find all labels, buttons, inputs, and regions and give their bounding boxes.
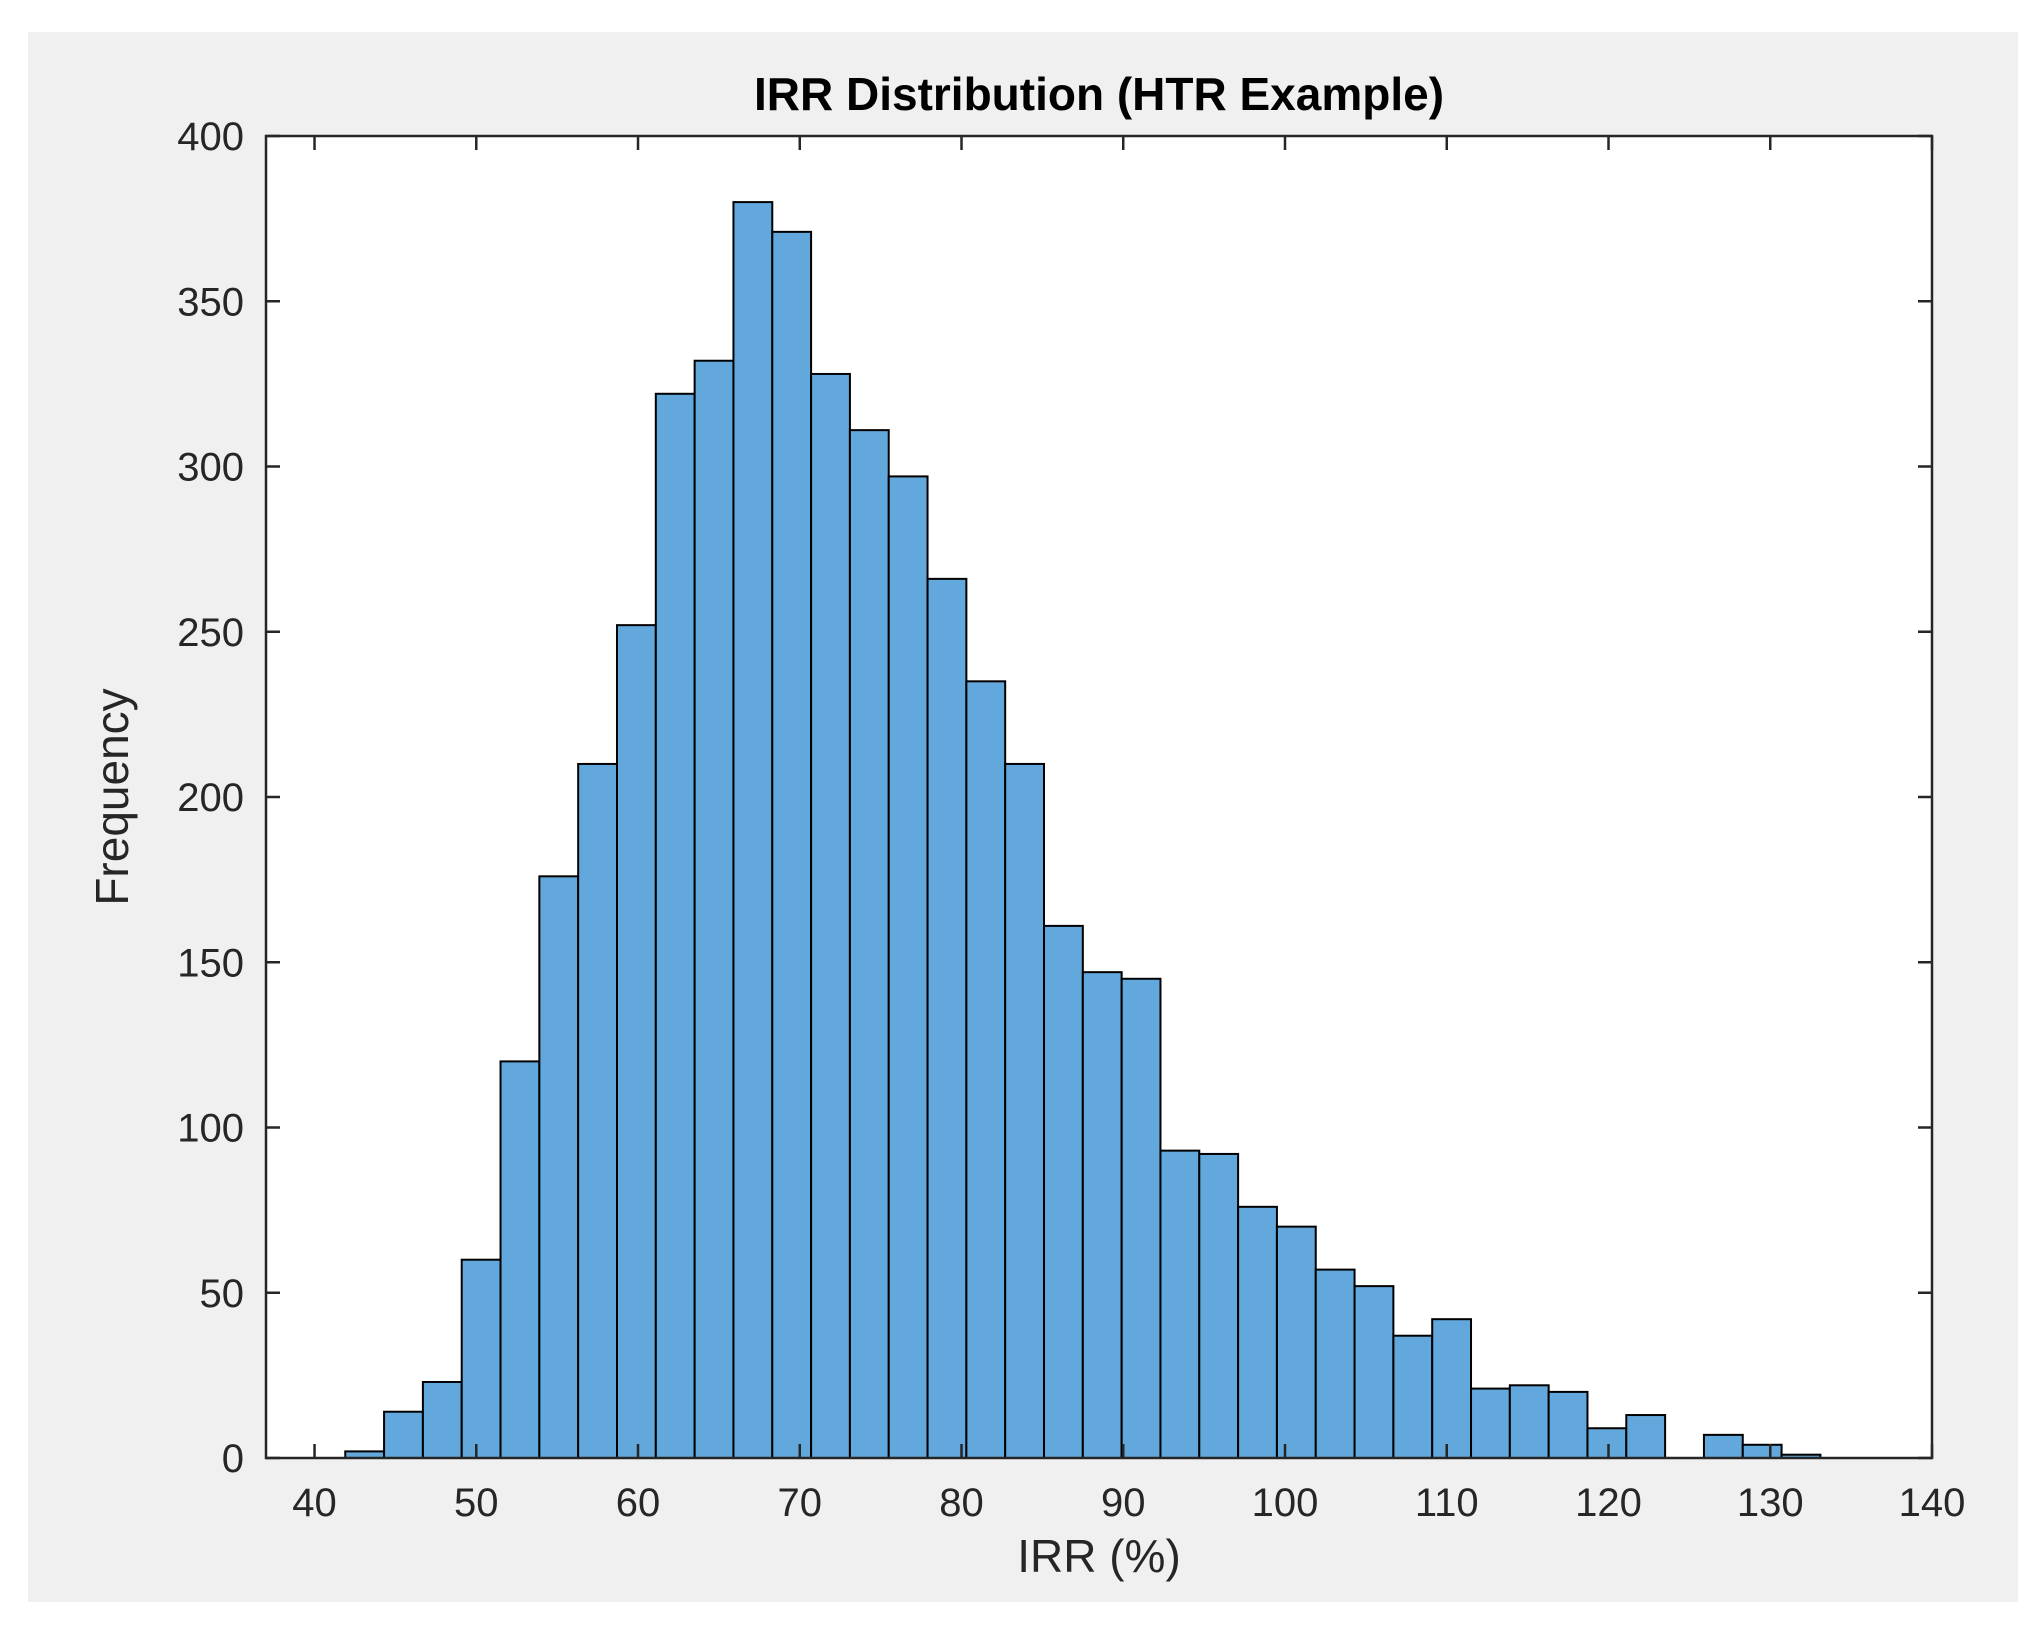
y-tick-label-0: 0 [222,1437,244,1481]
histogram-bar-10 [732,201,774,1460]
histogram-bar-11 [771,230,813,1460]
histogram-bar-7 [615,624,657,1459]
y-tick-labels: 0 50 100 150 200 250 300 350 400 [177,115,244,1481]
x-axis-label: IRR (%) [1017,1530,1181,1582]
chart-title: IRR Distribution (HTR Example) [754,68,1444,120]
y-tick-label-400: 400 [177,115,244,159]
x-tick-label-130: 130 [1737,1481,1804,1525]
bars-group [344,201,1822,1460]
histogram-bar-22 [1198,1152,1240,1459]
x-tick-label-110: 110 [1415,1481,1479,1525]
figure-window: 40 50 60 70 80 90 100 110 120 130 140 0 50 100 150 200… [28,32,2018,1602]
histogram-bar-9 [693,359,735,1459]
histogram-bar-25 [1314,1268,1356,1459]
histogram-bar-36 [1741,1443,1783,1460]
histogram-bar-16 [965,680,1007,1459]
x-tick-labels: 40 50 60 70 80 90 100 110 120 130 140 [292,1481,1965,1525]
histogram-bar-35 [1702,1433,1744,1459]
x-tick-label-40: 40 [292,1481,337,1525]
histogram-bar-14 [887,475,929,1460]
histogram-bar-32 [1586,1427,1628,1460]
y-axis-label: Frequency [86,688,138,905]
histogram-bar-3 [460,1258,502,1459]
histogram-bar-23 [1237,1205,1278,1459]
histogram-bar-8 [654,392,696,1459]
histogram-bar-29 [1470,1387,1511,1459]
y-tick-label-250: 250 [177,611,244,655]
histogram-bar-13 [848,429,890,1459]
histogram-bar-6 [577,762,618,1459]
histogram-bar-20 [1120,977,1162,1460]
x-tick-label-60: 60 [616,1481,661,1525]
x-tick-label-70: 70 [778,1481,823,1525]
histogram-bar-18 [1043,924,1084,1459]
histogram-bar-19 [1081,971,1123,1459]
y-tick-label-50: 50 [200,1272,245,1316]
histogram-bar-24 [1275,1225,1317,1460]
histogram-bar-26 [1353,1285,1395,1460]
histogram-bar-30 [1508,1384,1550,1460]
histogram-bar-31 [1547,1390,1589,1460]
histogram-bar-1 [383,1410,424,1459]
ticks-group [266,134,1934,1460]
x-tick-label-80: 80 [939,1481,984,1525]
histogram-bar-28 [1431,1318,1473,1459]
histogram-bar-21 [1159,1149,1201,1459]
histogram-bar-17 [1004,762,1046,1459]
x-tick-label-120: 120 [1575,1481,1642,1525]
x-tick-label-50: 50 [454,1481,499,1525]
x-tick-label-90: 90 [1101,1481,1146,1525]
y-tick-label-350: 350 [177,280,244,324]
y-tick-label-200: 200 [177,776,244,820]
histogram-bar-5 [538,875,580,1459]
histogram-bar-27 [1392,1334,1434,1459]
x-tick-label-140: 140 [1899,1481,1966,1525]
histogram-bar-12 [810,372,851,1460]
y-tick-label-150: 150 [177,941,244,985]
histogram-bar-15 [926,577,968,1459]
histogram-chart: 40 50 60 70 80 90 100 110 120 130 140 0 50 100 150 200… [86,68,1965,1582]
histogram-bar-2 [421,1380,463,1459]
x-tick-label-100: 100 [1252,1481,1319,1525]
histogram-bar-4 [499,1060,541,1460]
y-tick-label-100: 100 [177,1107,244,1151]
y-tick-label-300: 300 [177,446,244,490]
histogram-bar-33 [1625,1414,1667,1460]
